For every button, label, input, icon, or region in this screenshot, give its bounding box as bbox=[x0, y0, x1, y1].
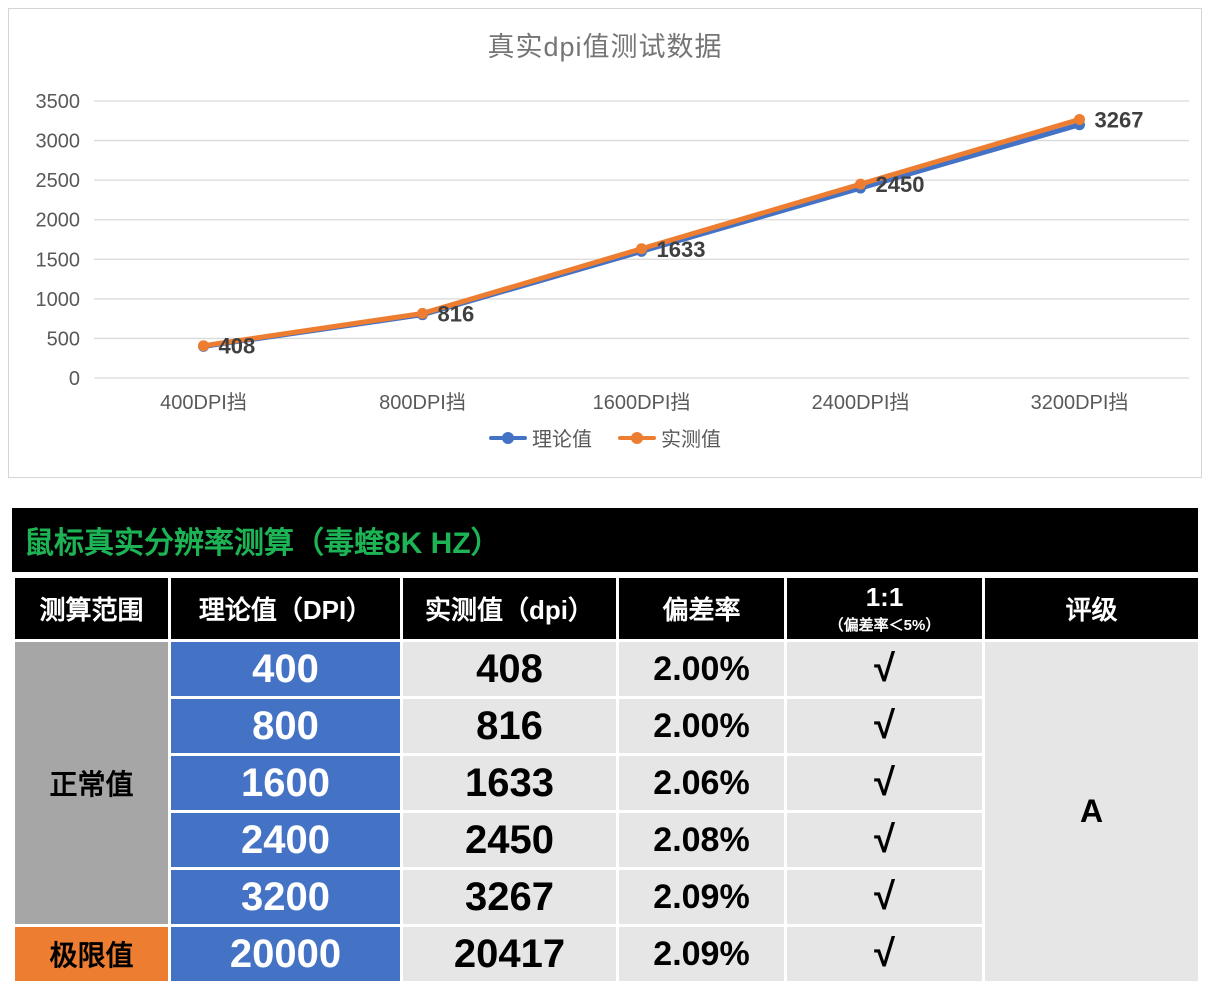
svg-text:1500: 1500 bbox=[36, 249, 81, 271]
theoretical-value-cell: 2400 bbox=[168, 810, 403, 870]
svg-text:1633: 1633 bbox=[657, 237, 706, 262]
measured-value-cell: 3267 bbox=[400, 867, 619, 927]
table-header-row: 测算范围 理论值（DPI） 实测值（dpi） 偏差率 1:1 （偏差率＜5%） … bbox=[12, 575, 1201, 642]
svg-text:816: 816 bbox=[438, 301, 475, 326]
range-limit-cell: 极限值 bbox=[12, 924, 171, 984]
svg-text:408: 408 bbox=[219, 334, 256, 359]
table-row: 1600 1633 2.06% √ bbox=[14, 753, 1200, 813]
pass-checkmark: √ bbox=[784, 639, 985, 699]
svg-text:2400DPI挡: 2400DPI挡 bbox=[812, 391, 910, 414]
table-row: 正常值 400 408 2.00% √ A bbox=[12, 639, 1201, 984]
deviation-cell: 2.09% bbox=[616, 867, 787, 927]
grade-cell: A bbox=[982, 639, 1201, 984]
pass-checkmark: √ bbox=[784, 810, 985, 870]
dpi-table-section: 鼠标真实分辨率测算（毒蝰8K HZ） 测算范围 理论值（DPI） 实测值（dpi… bbox=[12, 508, 1201, 984]
theoretical-value-cell: 400 bbox=[168, 639, 403, 699]
measured-value-cell: 20417 bbox=[400, 924, 619, 984]
theoretical-line-icon bbox=[489, 431, 527, 444]
dpi-chart-panel: 真实dpi值测试数据 0 500 1000 1500 2000 2500 3000 3500 4… bbox=[8, 8, 1202, 478]
measured-value-cell: 816 bbox=[400, 696, 619, 756]
theoretical-value-cell: 1600 bbox=[168, 753, 403, 813]
col-header-range: 测算范围 bbox=[12, 575, 171, 642]
svg-text:3267: 3267 bbox=[1095, 107, 1144, 132]
deviation-cell: 2.09% bbox=[616, 924, 787, 984]
col-header-grade: 评级 bbox=[982, 575, 1201, 642]
svg-text:400DPI挡: 400DPI挡 bbox=[160, 391, 247, 414]
svg-text:500: 500 bbox=[47, 328, 80, 350]
svg-text:3500: 3500 bbox=[36, 91, 81, 113]
table-row: 极限值 20000 20417 2.09% √ bbox=[12, 924, 1200, 984]
col-header-deviation: 偏差率 bbox=[616, 575, 787, 642]
ratio-header-sub: （偏差率＜5%） bbox=[828, 617, 941, 634]
legend-item-theoretical: 理论值 bbox=[489, 423, 592, 452]
pass-checkmark: √ bbox=[784, 924, 985, 984]
pass-checkmark: √ bbox=[784, 753, 985, 813]
legend-label: 实测值 bbox=[661, 429, 721, 451]
deviation-cell: 2.00% bbox=[616, 696, 787, 756]
svg-text:1000: 1000 bbox=[36, 289, 81, 311]
deviation-cell: 2.08% bbox=[616, 810, 787, 870]
theoretical-value-cell: 3200 bbox=[168, 867, 403, 927]
col-header-measured: 实测值（dpi） bbox=[400, 575, 619, 642]
svg-text:3000: 3000 bbox=[36, 131, 81, 153]
dpi-result-table: 测算范围 理论值（DPI） 实测值（dpi） 偏差率 1:1 （偏差率＜5%） … bbox=[12, 575, 1201, 984]
deviation-cell: 2.06% bbox=[616, 753, 787, 813]
legend-label: 理论值 bbox=[532, 429, 592, 451]
chart-title: 真实dpi值测试数据 bbox=[487, 32, 723, 62]
svg-text:800DPI挡: 800DPI挡 bbox=[379, 391, 466, 414]
dpi-line-chart: 0 500 1000 1500 2000 2500 3000 3500 400DPI挡 800DP… bbox=[36, 91, 1189, 414]
svg-text:3200DPI挡: 3200DPI挡 bbox=[1031, 391, 1129, 414]
chart-legend: 理论值 实测值 bbox=[9, 423, 1201, 452]
pass-checkmark: √ bbox=[784, 696, 985, 756]
col-header-theoretical: 理论值（DPI） bbox=[168, 575, 403, 642]
col-header-ratio: 1:1 （偏差率＜5%） bbox=[784, 575, 985, 642]
table-title-bar: 鼠标真实分辨率测算（毒蝰8K HZ） bbox=[12, 508, 1198, 572]
svg-text:2000: 2000 bbox=[36, 210, 81, 232]
measured-line-icon bbox=[618, 431, 656, 444]
pass-checkmark: √ bbox=[784, 867, 985, 927]
theoretical-value-cell: 800 bbox=[168, 696, 403, 756]
table-row: 2400 2450 2.08% √ bbox=[14, 810, 1200, 870]
svg-text:2500: 2500 bbox=[36, 170, 81, 192]
range-normal-cell: 正常值 bbox=[12, 639, 171, 927]
deviation-cell: 2.00% bbox=[616, 639, 787, 699]
table-row: 3200 3267 2.09% √ bbox=[14, 867, 1200, 927]
svg-text:1600DPI挡: 1600DPI挡 bbox=[593, 391, 691, 414]
table-row: 800 816 2.00% √ bbox=[14, 696, 1200, 756]
ratio-header-main: 1:1 bbox=[865, 582, 904, 612]
measured-value-cell: 2450 bbox=[400, 810, 619, 870]
measured-value-cell: 1633 bbox=[400, 753, 619, 813]
measured-value-cell: 408 bbox=[400, 639, 619, 699]
legend-item-measured: 实测值 bbox=[618, 423, 721, 452]
theoretical-value-cell: 20000 bbox=[168, 924, 403, 984]
svg-text:0: 0 bbox=[69, 368, 80, 390]
svg-text:2450: 2450 bbox=[876, 172, 925, 197]
